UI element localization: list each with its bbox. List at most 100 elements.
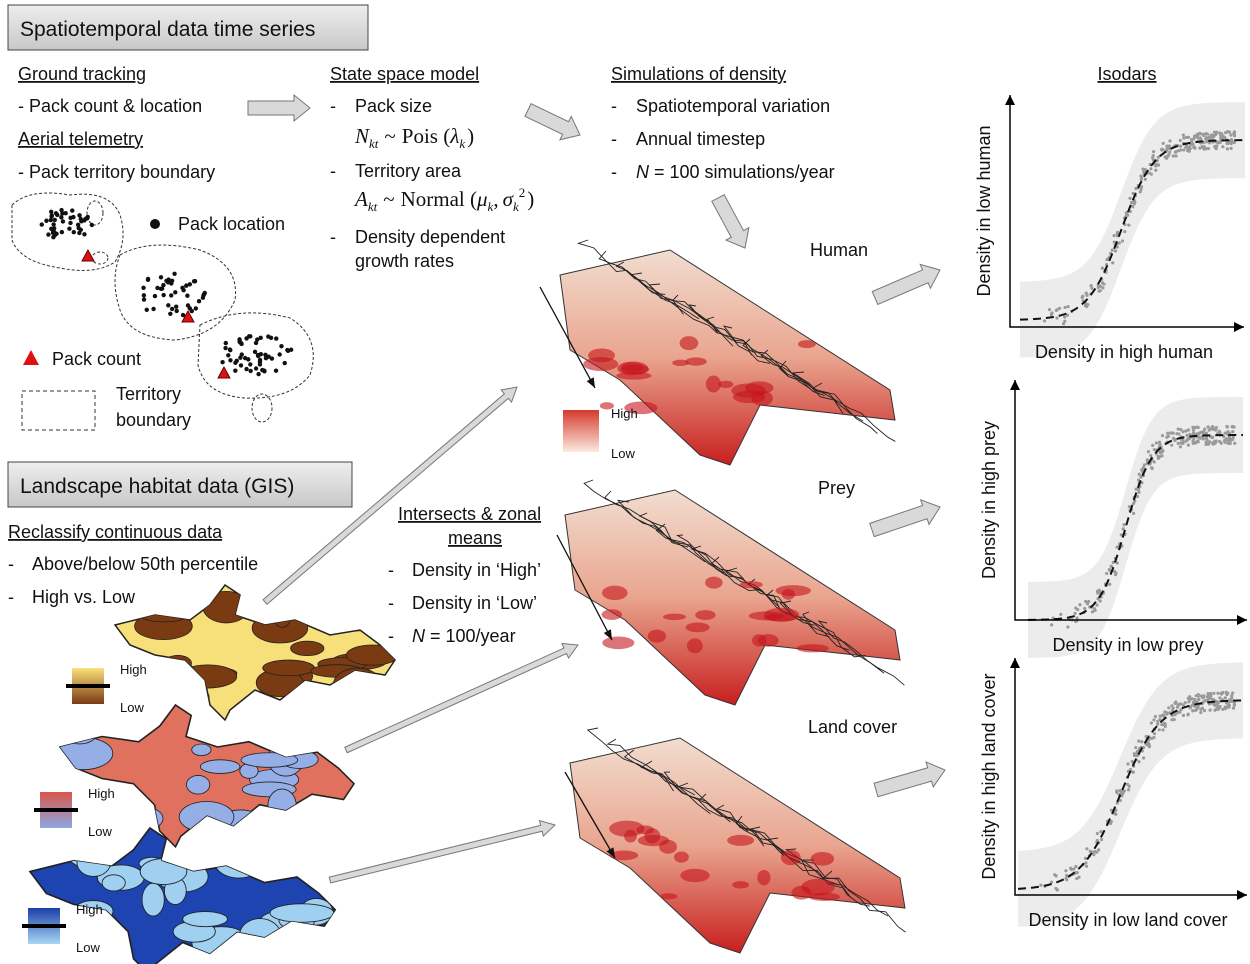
isodar-point — [1181, 703, 1185, 707]
isodar-point — [1197, 432, 1201, 436]
isodar-point — [1130, 201, 1134, 205]
isodar-point — [1178, 710, 1182, 714]
pack-dot — [166, 303, 171, 308]
pack-dot — [46, 232, 51, 237]
bullet: - — [8, 587, 14, 607]
isodar-point — [1131, 205, 1135, 209]
surface-ridge — [735, 815, 818, 872]
isodar-point — [1231, 430, 1235, 434]
pack-dot — [159, 286, 165, 291]
item: High vs. Low — [32, 587, 136, 607]
axis-arrow — [1010, 658, 1020, 668]
isodar-point — [1158, 442, 1162, 446]
pack-dot — [248, 334, 253, 339]
isodar-point — [1137, 472, 1141, 476]
pack-dot — [169, 278, 175, 284]
pack-dot — [196, 299, 202, 304]
pack-dot — [234, 358, 239, 364]
legend-box — [21, 390, 96, 431]
isodar-point — [1141, 756, 1146, 760]
isodar-point — [1063, 315, 1067, 319]
pack-dot — [223, 340, 229, 346]
item: Pack size — [355, 96, 432, 116]
surface-label: Land cover — [808, 717, 897, 737]
isodar-point — [1232, 703, 1237, 707]
pointer-line — [539, 286, 596, 389]
isodar-point — [1206, 425, 1210, 429]
map-patch — [182, 911, 228, 928]
item: Density in ‘High’ — [412, 560, 541, 580]
bullet: - — [388, 593, 394, 613]
isodar-point — [1163, 155, 1167, 159]
surface-ridge — [638, 512, 725, 574]
surface-hotspot — [680, 868, 710, 883]
map-patch — [290, 640, 325, 657]
map-patch — [240, 752, 299, 768]
isodar-point — [1167, 146, 1171, 150]
isodar-point — [1233, 441, 1237, 445]
isodar-point — [1201, 429, 1206, 434]
isodar-point — [1152, 460, 1156, 464]
isodar-point — [1105, 571, 1109, 576]
section-title: Aerial telemetry — [18, 129, 143, 149]
isodar-point — [1099, 830, 1103, 834]
isodar-point — [1063, 305, 1067, 310]
gis-map — [59, 704, 355, 848]
pack-dot — [220, 359, 225, 365]
isodar-point — [1171, 431, 1175, 435]
surface-hotspot — [609, 850, 639, 861]
isodar-point — [1064, 873, 1069, 878]
item: Density in ‘Low’ — [412, 593, 537, 613]
isodar-point — [1208, 708, 1212, 712]
surface-ridge — [722, 325, 811, 390]
isodar-point — [1112, 569, 1117, 574]
pack-dot — [273, 368, 279, 373]
axis — [1014, 658, 1247, 896]
pack-dot — [285, 347, 290, 353]
map-legend-label: Low — [88, 824, 112, 839]
pack-dot — [181, 287, 186, 293]
pack-dot — [82, 232, 87, 237]
isodar-point — [1169, 431, 1173, 435]
isodar-point — [1166, 431, 1170, 435]
isodar-point — [1120, 239, 1125, 243]
isodar-point — [1213, 439, 1217, 443]
surface-hotspot — [602, 636, 635, 650]
isodar-point — [1090, 286, 1094, 290]
pack-dot — [54, 231, 59, 236]
isodar-point — [1176, 427, 1180, 431]
isodar-point — [1136, 487, 1141, 492]
map-patch — [269, 903, 335, 923]
isodar-point — [1200, 706, 1205, 710]
isodar-point — [1173, 712, 1177, 717]
isodar-point — [1206, 698, 1210, 702]
isodar-point — [1191, 709, 1195, 713]
pack-dot — [244, 366, 249, 372]
surface-hotspot — [679, 336, 699, 351]
surface-hotspot — [751, 390, 773, 406]
pack-dot — [39, 222, 44, 227]
isodar-point — [1227, 441, 1232, 446]
isodar-point — [1073, 611, 1077, 615]
isodar-point — [1139, 185, 1144, 189]
map-patch — [139, 858, 188, 886]
bullet: - — [388, 626, 394, 646]
isodar-point — [1049, 313, 1053, 317]
isodar-point — [1126, 762, 1130, 766]
isodar-point — [1232, 132, 1236, 136]
isodar-point — [1149, 167, 1153, 171]
pack-dot — [228, 358, 233, 363]
isodar-point — [1185, 135, 1189, 140]
isodar-point — [1199, 711, 1203, 715]
isodar-point — [1191, 428, 1196, 432]
isodar-point — [1112, 240, 1116, 244]
item: N = 100/year — [412, 626, 516, 646]
x-axis-label: Density in high human — [1035, 342, 1213, 362]
pack-dot — [184, 283, 189, 288]
isodar-point — [1113, 249, 1118, 253]
isodar-point — [1151, 153, 1155, 158]
axis-arrow — [1234, 322, 1244, 332]
isodar-point — [1210, 436, 1214, 440]
isodar-point — [1115, 545, 1119, 549]
pack-dot — [59, 207, 64, 213]
